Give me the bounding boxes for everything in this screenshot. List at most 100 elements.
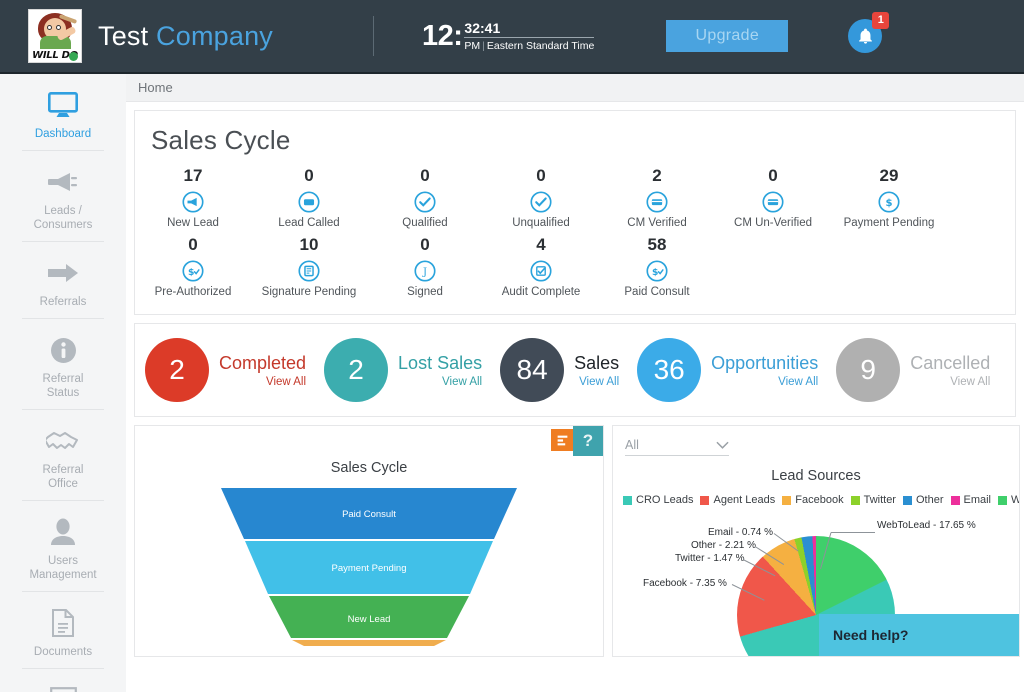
stat-unqualified[interactable]: 0 Unqualified: [483, 166, 599, 229]
status-label: Cancelled: [910, 352, 991, 373]
clock-zone-name: Eastern Standard Time: [486, 40, 595, 52]
pie-annotation-twitter: Twitter - 1.47 %: [675, 553, 745, 564]
stat-cm-unverified[interactable]: 0 CM Un-Verified: [715, 166, 831, 229]
sidebar-item-leads-consumers[interactable]: Leads / Consumers: [0, 151, 126, 242]
notification-badge: 1: [872, 12, 890, 29]
lead-sources-card: All Lead Sources CRO Leads Agent Leads F…: [612, 425, 1020, 657]
signed-circle-icon: J: [414, 260, 436, 282]
sidebar-item-label: Users Management: [29, 555, 97, 581]
funnel-segment-new-lead[interactable]: [269, 596, 469, 638]
megaphone-icon: [6, 165, 120, 199]
notifications[interactable]: 1: [848, 12, 890, 53]
stat-value: 4: [536, 235, 546, 254]
clock-timezone: PM | Eastern Standard Time: [464, 40, 595, 52]
stat-value: 0: [536, 166, 546, 185]
check-circle-icon: [530, 191, 552, 213]
clock-minutes: 32:41: [464, 20, 595, 38]
svg-text:$: $: [885, 198, 892, 209]
handshake-icon: [6, 424, 120, 458]
stat-label: New Lead: [167, 217, 219, 229]
legend-item: Email: [950, 494, 992, 506]
monitor-icon: [6, 88, 120, 122]
card-circle-icon: [646, 191, 668, 213]
status-count-badge: 36: [637, 338, 702, 402]
stat-audit-complete[interactable]: 4 Audit Complete: [483, 235, 599, 298]
stat-signed[interactable]: 0 J Signed: [367, 235, 483, 298]
legend-label: Email: [963, 494, 992, 506]
breadcrumb: Home: [126, 74, 1024, 102]
funnel-chart-title: Sales Cycle: [330, 460, 408, 476]
signature-circle-icon: [298, 260, 320, 282]
funnel-segment-signature-pending[interactable]: [292, 640, 446, 646]
status-label: Completed: [219, 352, 307, 373]
sidebar-item-label: Referrals: [39, 296, 87, 308]
stat-value: 0: [768, 166, 778, 185]
sidebar-item-users-management[interactable]: Users Management: [0, 501, 126, 592]
legend-swatch: [902, 495, 912, 505]
lead-source-filter-select[interactable]: All: [625, 438, 729, 456]
pie-annotation-facebook: Facebook - 7.35 %: [643, 578, 727, 589]
view-all-link[interactable]: View All: [265, 375, 307, 388]
sidebar-item-template[interactable]: Template: [0, 669, 126, 692]
stat-new-lead[interactable]: 17 New Lead: [135, 166, 251, 229]
stat-lead-called[interactable]: 0 Lead Called: [251, 166, 367, 229]
user-icon: [6, 515, 120, 549]
legend-item: CRO Leads: [623, 494, 693, 506]
export-icon[interactable]: [551, 429, 573, 451]
upgrade-button[interactable]: Upgrade: [666, 20, 789, 52]
view-all-link[interactable]: View All: [579, 375, 620, 388]
pie-annotation-other: Other - 2.21 %: [691, 540, 757, 551]
status-completed[interactable]: 2 Completed View All: [145, 338, 306, 402]
legend-label: Twitter: [863, 494, 896, 506]
legend-label: CRO Leads: [636, 494, 694, 506]
legend-swatch: [782, 495, 792, 505]
sidebar-item-documents[interactable]: Documents: [0, 592, 126, 669]
svg-text:Payment Pending: Payment Pending: [332, 563, 407, 574]
sidebar-item-referrals[interactable]: Referrals: [0, 242, 126, 319]
stat-signature-pending[interactable]: 10 Signature Pending: [251, 235, 367, 298]
logo-avatar-icon: WILL DO: [29, 10, 81, 62]
need-help-widget[interactable]: Need help?: [819, 614, 1019, 656]
sidebar-item-referral-status[interactable]: Referral Status: [0, 319, 126, 410]
pie-annotation-webtolead: WebToLead - 17.65 %: [877, 520, 976, 531]
funnel-segment-paid-consult[interactable]: [221, 488, 517, 539]
stat-value: 0: [304, 166, 314, 185]
filter-value: All: [625, 438, 639, 452]
stat-label: Unqualified: [512, 217, 570, 229]
status-lost-sales[interactable]: 2 Lost Sales View All: [324, 338, 482, 402]
company-logo[interactable]: WILL DO: [28, 9, 82, 63]
check-circle-icon: [414, 191, 436, 213]
status-sales[interactable]: 84 Sales View All: [500, 338, 619, 402]
view-all-link[interactable]: View All: [442, 375, 483, 388]
view-all-link[interactable]: View All: [778, 375, 819, 388]
clock: 12: 32:41 PM | Eastern Standard Time: [422, 20, 595, 53]
stat-qualified[interactable]: 0 Qualified: [367, 166, 483, 229]
sales-cycle-panel: Sales Cycle 17 New Lead 0 Lead Called: [134, 110, 1016, 315]
top-divider: [373, 16, 374, 56]
stat-paid-consult[interactable]: 58 $ Paid Consult: [599, 235, 715, 298]
status-opportunities[interactable]: 36 Opportunities View All: [637, 338, 818, 402]
sidebar-item-label: Documents: [33, 646, 93, 658]
stat-value: 2: [652, 166, 662, 185]
funnel-segment-payment-pending[interactable]: [245, 541, 493, 594]
stat-label: CM Un-Verified: [734, 217, 812, 229]
main-content: Home Sales Cycle 17 New Lead 0 Le: [126, 74, 1024, 692]
sidebar-item-dashboard[interactable]: Dashboard: [0, 74, 126, 151]
breadcrumb-home[interactable]: Home: [138, 80, 173, 95]
sidebar-item-referral-office[interactable]: Referral Office: [0, 410, 126, 501]
legend-swatch: [623, 495, 632, 505]
stat-label: Signature Pending: [261, 286, 357, 298]
pie-leader-line: [831, 532, 875, 533]
stat-label: Lead Called: [278, 217, 340, 229]
status-cancelled[interactable]: 9 Cancelled View All: [836, 338, 990, 402]
stat-cm-verified[interactable]: 2 CM Verified: [599, 166, 715, 229]
stat-value: 17: [183, 166, 203, 185]
logo-text: WILL DO: [29, 49, 81, 62]
need-help-label: Need help?: [833, 627, 909, 643]
stat-payment-pending[interactable]: 29 $ Payment Pending: [831, 166, 947, 229]
help-icon[interactable]: ?: [573, 426, 603, 456]
stat-pre-authorized[interactable]: 0 $ Pre-Authorized: [135, 235, 251, 298]
view-all-link[interactable]: View All: [950, 375, 991, 388]
template-icon: [6, 683, 120, 692]
